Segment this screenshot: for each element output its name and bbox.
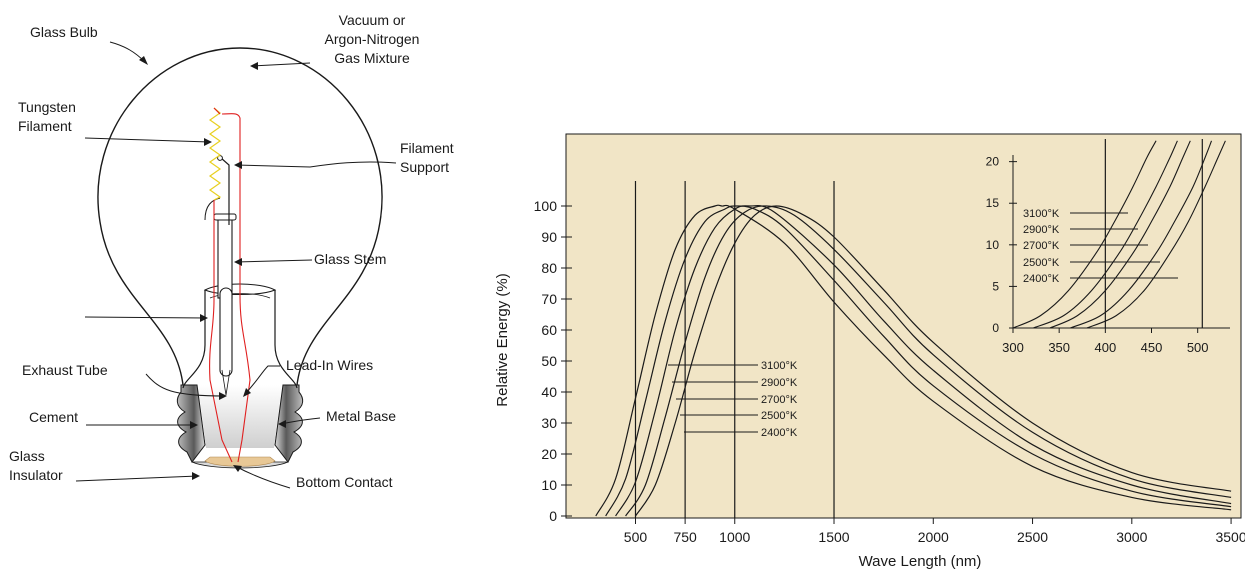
- inset-x-tick-label: 300: [1002, 340, 1024, 355]
- chart-plot-background: [565, 133, 1242, 519]
- label-filament-line1: Tungsten: [18, 99, 76, 115]
- inset-y-tick-label: 20: [986, 155, 1000, 169]
- label-glass-stem: Glass Stem: [314, 251, 386, 267]
- y-tick-label: 0: [549, 508, 557, 524]
- label-cement: Cement: [29, 409, 78, 425]
- legend-label: 2500°K: [761, 410, 798, 422]
- label-metal-base: Metal Base: [326, 408, 396, 424]
- light-bulb-diagram: Glass Bulb Vacuum or Argon-Nitrogen Gas …: [9, 12, 454, 490]
- label-gas-line3: Gas Mixture: [334, 50, 410, 66]
- x-tick-label: 500: [624, 529, 648, 545]
- x-axis-label: Wave Length (nm): [859, 553, 982, 570]
- lead-in-wire-left: [209, 200, 233, 463]
- label-support-line1: Filament: [400, 140, 454, 156]
- exhaust-tube-shape: [219, 287, 233, 377]
- y-tick-label: 100: [534, 198, 558, 214]
- legend-label: 3100°K: [761, 360, 798, 372]
- bottom-contact: [204, 456, 276, 467]
- y-tick-label: 70: [541, 291, 557, 307]
- lead-in-wire-right: [213, 107, 251, 463]
- legend-label: 2700°K: [761, 394, 798, 406]
- x-tick-label: 3500: [1215, 529, 1245, 545]
- filament-support-wire: [220, 157, 230, 225]
- y-tick-label: 50: [541, 353, 557, 369]
- x-tick-label: 3000: [1116, 529, 1147, 545]
- inset-chart: 0 5 10 15 20 300 350 400 450 500 3100°K 2900°K 2700°…: [986, 139, 1230, 355]
- inset-series-line-1: [1033, 140, 1178, 329]
- y-tick-label: 90: [541, 229, 557, 245]
- inset-legend-label: 2400°K: [1023, 273, 1060, 285]
- inset-x-tick-label: 500: [1187, 340, 1209, 355]
- inset-x-tick-label: 400: [1094, 340, 1116, 355]
- y-tick-label: 10: [541, 477, 557, 493]
- legend-label: 2400°K: [761, 427, 798, 439]
- glass-stem-flare: [182, 290, 298, 389]
- label-insulator-line2: Insulator: [9, 467, 63, 483]
- series-line-1: [605, 205, 1232, 517]
- label-gas-line1: Vacuum or: [339, 12, 406, 28]
- x-tick-label: 2500: [1017, 529, 1048, 545]
- y-tick-label: 20: [541, 446, 557, 462]
- inset-x-tick-label: 450: [1141, 340, 1163, 355]
- x-tick-label: 1000: [719, 529, 750, 545]
- glass-bulb-outline: [97, 47, 383, 386]
- inset-y-tick-label: 15: [986, 196, 1000, 210]
- label-glass-bulb: Glass Bulb: [30, 24, 98, 40]
- inset-x-tick-label: 350: [1048, 340, 1070, 355]
- tungsten-filament: [208, 107, 222, 201]
- x-tick-label: 750: [673, 529, 697, 545]
- inset-legend-label: 2500°K: [1023, 257, 1060, 269]
- inset-y-tick-label: 5: [992, 279, 999, 293]
- y-axis-label: Relative Energy (%): [494, 273, 511, 406]
- label-exhaust-tube: Exhaust Tube: [22, 362, 108, 378]
- inset-legend-label: 3100°K: [1023, 208, 1060, 220]
- label-insulator-line1: Glass: [9, 448, 45, 464]
- series-line-2: [615, 204, 1232, 517]
- inset-legend-label: 2700°K: [1023, 240, 1060, 252]
- label-bottom-contact: Bottom Contact: [296, 474, 393, 490]
- y-tick-label: 30: [541, 415, 557, 431]
- callout-arrowheads: [139, 56, 286, 480]
- label-gas-line2: Argon-Nitrogen: [325, 31, 420, 47]
- main-legend: 3100°K 2900°K 2700°K 2500°K 2400°K: [668, 360, 798, 439]
- series-line-3: [625, 205, 1232, 517]
- main-series-lines: [595, 204, 1232, 517]
- y-tick-label: 80: [541, 260, 557, 276]
- inset-y-tick-label: 0: [992, 321, 999, 335]
- legend-label: 2900°K: [761, 377, 798, 389]
- inset-series-line-2: [1049, 140, 1191, 329]
- inset-y-tick-label: 10: [986, 238, 1000, 252]
- x-tick-label: 1500: [818, 529, 849, 545]
- series-line-4: [634, 205, 1232, 517]
- label-support-line2: Support: [400, 159, 449, 175]
- label-lead-in-wires: Lead-In Wires: [286, 357, 373, 373]
- inset-series-line-3: [1070, 140, 1213, 329]
- series-line-0: [595, 204, 1232, 517]
- inset-series-line-0: [1012, 140, 1157, 329]
- y-tick-label: 60: [541, 322, 557, 338]
- label-filament-line2: Filament: [18, 118, 72, 134]
- inset-legend-label: 2900°K: [1023, 224, 1060, 236]
- inset-series-line-4: [1086, 140, 1226, 329]
- x-tick-label: 2000: [918, 529, 949, 545]
- y-tick-label: 40: [541, 384, 557, 400]
